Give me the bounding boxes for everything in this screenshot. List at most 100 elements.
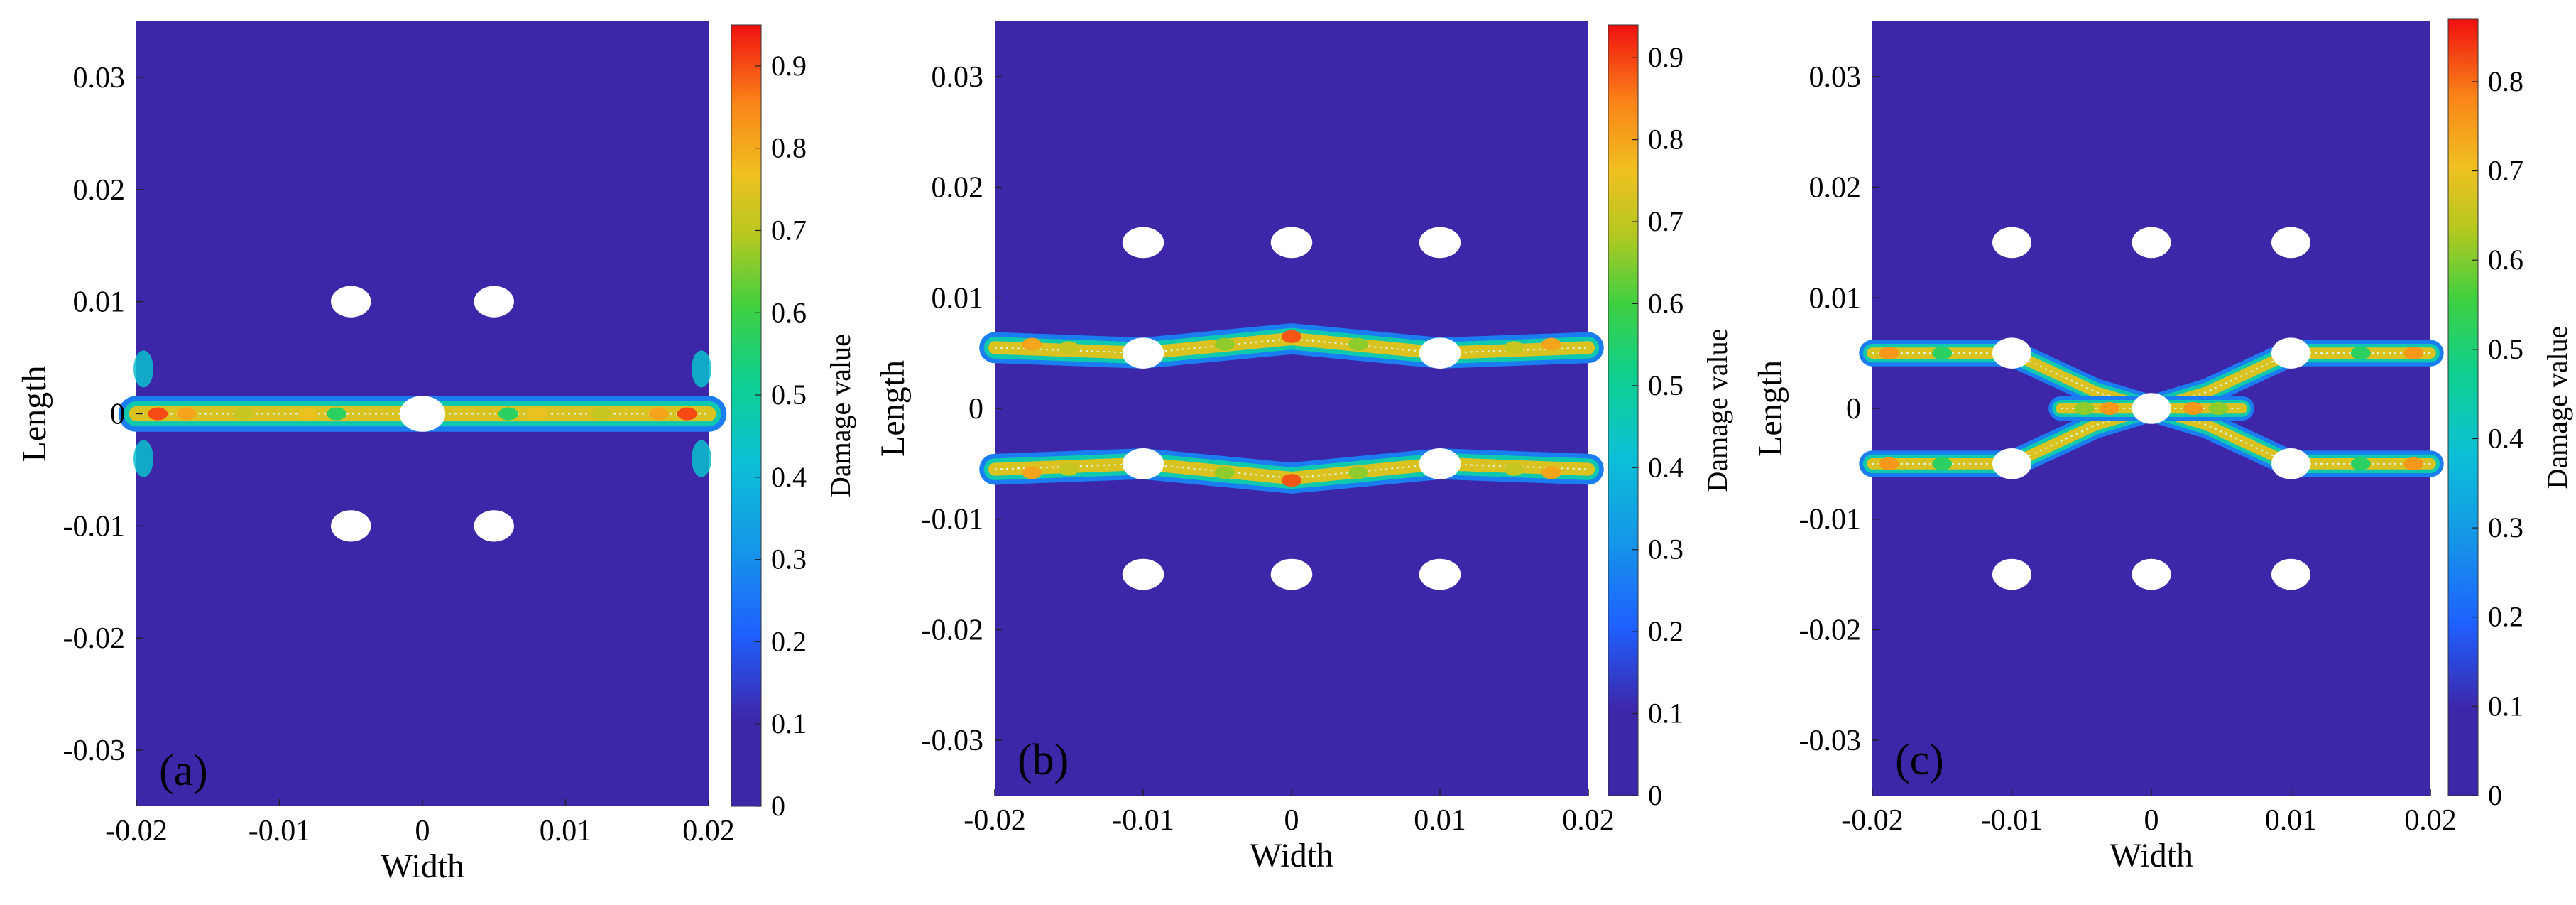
damage-spot xyxy=(2403,347,2424,360)
damage-spot xyxy=(1879,347,1899,360)
damage-spot xyxy=(1282,474,1301,487)
hole xyxy=(2132,227,2171,259)
hole xyxy=(399,396,446,432)
x-tick-label: 0 xyxy=(1284,804,1299,837)
colorbar-tick-label: 0 xyxy=(2488,779,2502,811)
y-tick-label: -0.01 xyxy=(1799,504,1862,536)
colorbar-label: Damage value xyxy=(2541,326,2573,489)
damage-spot xyxy=(2403,457,2424,470)
x-axis-label: Width xyxy=(1250,837,1333,874)
damage-spot xyxy=(498,407,518,421)
y-axis-label: Length xyxy=(1752,360,1789,457)
hole xyxy=(1122,337,1164,369)
hole xyxy=(1419,558,1461,590)
hole xyxy=(1270,558,1313,590)
x-axis-label: Width xyxy=(2110,837,2193,874)
hole xyxy=(1122,558,1164,590)
y-tick-label: 0.01 xyxy=(932,282,984,315)
colorbar xyxy=(2447,18,2479,796)
colorbar-tick-label: 0.7 xyxy=(1648,205,1683,237)
y-tick-label: -0.03 xyxy=(922,725,984,757)
colorbar xyxy=(731,24,762,807)
y-axis-label: Length xyxy=(16,366,53,462)
damage-spot xyxy=(591,407,611,421)
colorbar-tick-label: 0.5 xyxy=(771,379,807,411)
y-tick-label: 0.02 xyxy=(73,174,126,207)
edge-damage-spot xyxy=(691,350,711,388)
y-tick-label: -0.02 xyxy=(922,614,984,646)
colorbar-tick-label: 0.6 xyxy=(1648,287,1683,319)
y-tick-label: -0.02 xyxy=(63,622,126,655)
x-tick-label: 0 xyxy=(415,815,430,847)
x-axis-label: Width xyxy=(381,847,464,885)
panel-b: -0.02 -0.01 0 0.01 0.02 0.03 0.02 0.01 0 -0.01 -0.… xyxy=(874,21,1733,874)
hole xyxy=(2271,558,2311,590)
y-tick-label: -0.01 xyxy=(63,510,126,543)
damage-spot xyxy=(2074,402,2095,415)
y-tick-label: 0.03 xyxy=(932,61,984,94)
damage-spot xyxy=(2183,402,2203,415)
colorbar-tick-label: 0.3 xyxy=(2488,511,2523,543)
hole xyxy=(1419,337,1461,369)
x-tick-label: -0.02 xyxy=(964,804,1026,837)
x-tick-label: -0.01 xyxy=(1112,804,1174,837)
colorbar-tick-label: 0.5 xyxy=(2488,333,2523,365)
y-tick-label: 0.03 xyxy=(1809,61,1862,94)
y-tick-label: -0.03 xyxy=(63,735,126,767)
colorbar-tick-label: 0.8 xyxy=(1648,124,1683,156)
hole xyxy=(1122,227,1164,259)
damage-spot xyxy=(1348,466,1369,479)
hole xyxy=(2271,227,2311,259)
hole xyxy=(331,286,371,318)
x-tick-label: 0.02 xyxy=(2404,804,2457,837)
crack-path xyxy=(994,462,1589,479)
damage-spot xyxy=(527,407,547,421)
damage-spot xyxy=(1022,337,1042,351)
hole xyxy=(331,510,371,542)
colorbar-tick-label: 0.7 xyxy=(2488,155,2523,187)
hole xyxy=(474,510,514,542)
damage-spot xyxy=(648,407,669,421)
damage-spot xyxy=(2208,402,2229,415)
colorbar-tick-label: 0.9 xyxy=(1648,41,1683,73)
damage-spot xyxy=(2350,347,2371,360)
colorbar-tick-label: 0.1 xyxy=(2488,690,2523,722)
colorbar-tick-label: 0.6 xyxy=(771,296,807,328)
y-tick-label: 0.01 xyxy=(1809,282,1862,315)
colorbar-tick-label: 0.8 xyxy=(2488,65,2523,97)
x-tick-label: -0.01 xyxy=(249,815,311,847)
colorbar xyxy=(1608,24,1639,796)
y-tick-label: -0.02 xyxy=(1799,614,1862,646)
colorbar-tick-label: 0.1 xyxy=(1648,698,1683,730)
colorbar-tick-label: 0.2 xyxy=(1648,615,1683,647)
y-tick-label: 0 xyxy=(968,393,983,426)
x-tick-label: 0.01 xyxy=(2265,804,2318,837)
hole xyxy=(1992,337,2032,369)
damage-spot xyxy=(2350,457,2371,470)
y-tick-label: -0.03 xyxy=(1799,725,1862,757)
colorbar-tick-label: 0.4 xyxy=(1648,451,1683,483)
x-tick-label: -0.02 xyxy=(1841,804,1904,837)
x-tick-label: -0.02 xyxy=(105,815,168,847)
damage-spot xyxy=(234,407,254,421)
colorbar-tick-label: 0 xyxy=(1648,779,1662,811)
colorbar-tick-label: 0.2 xyxy=(2488,601,2523,633)
damage-spot xyxy=(176,407,197,421)
y-tick-label: 0 xyxy=(110,399,125,431)
y-tick-label: -0.01 xyxy=(922,504,984,536)
panel-a: -0.02 -0.01 0 0.01 0.02 0.03 0.02 0.01 0 -0.01 -0.… xyxy=(16,21,856,885)
damage-spot xyxy=(1541,337,1561,351)
colorbar-tick-label: 0.4 xyxy=(2488,422,2523,454)
hole xyxy=(474,286,514,318)
y-tick-label: 0.02 xyxy=(932,172,984,205)
colorbar-label: Damage value xyxy=(824,334,856,497)
edge-damage-spot xyxy=(133,440,154,477)
hole xyxy=(1992,448,2032,479)
panel-label: (b) xyxy=(1017,736,1069,784)
x-tick-label: 0.02 xyxy=(1562,804,1615,837)
colorbar-tick-label: 0.7 xyxy=(771,214,807,246)
edge-damage-spot xyxy=(691,440,711,477)
colorbar-tick-label: 0 xyxy=(771,790,785,822)
hole xyxy=(1122,448,1164,479)
